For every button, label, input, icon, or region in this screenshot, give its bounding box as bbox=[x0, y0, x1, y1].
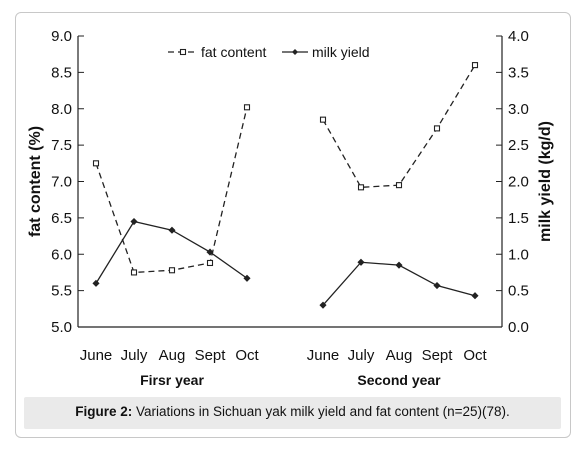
x-tick-label: July bbox=[121, 347, 148, 364]
legend-fat-content-marker bbox=[179, 48, 187, 56]
y-left-axis-title: fat content (%) bbox=[27, 126, 44, 237]
y-left-tick-label: 5.5 bbox=[51, 283, 72, 300]
legend-milk-yield-marker bbox=[292, 49, 298, 55]
y-right-tick-label: 0.0 bbox=[508, 319, 529, 336]
fat-content-point bbox=[92, 160, 100, 167]
y-left-tick-label: 6.5 bbox=[51, 210, 72, 227]
y-right-tick-label: 1.5 bbox=[508, 210, 529, 227]
milk-yield-point bbox=[206, 248, 214, 256]
x-tick-label: Oct bbox=[235, 347, 259, 364]
x-tick-label: Aug bbox=[159, 347, 186, 364]
y-right-tick-label: 3.5 bbox=[508, 64, 529, 81]
fat-content-point bbox=[357, 184, 365, 191]
x-tick-label: June bbox=[307, 347, 340, 364]
y-right-axis-title: milk yield (kg/d) bbox=[537, 121, 554, 242]
fat-content-point bbox=[243, 104, 251, 111]
fat-content-point bbox=[168, 267, 176, 274]
fat-content-point bbox=[130, 269, 138, 276]
y-right-tick-label: 3.0 bbox=[508, 101, 529, 118]
x-tick-label: July bbox=[348, 347, 375, 364]
x-tick-label: Aug bbox=[386, 347, 413, 364]
y-right-tick-label: 2.5 bbox=[508, 137, 529, 154]
milk-yield-point bbox=[130, 217, 138, 226]
figure-frame bbox=[15, 12, 571, 438]
milk-yield-point bbox=[395, 261, 403, 269]
y-right-tick-label: 1.0 bbox=[508, 246, 529, 263]
milk-yield-point bbox=[168, 226, 176, 234]
y-left-tick-label: 5.0 bbox=[51, 319, 72, 336]
x-tick-label: June bbox=[80, 347, 113, 364]
figure-caption: Figure 2: Variations in Sichuan yak milk… bbox=[24, 404, 561, 419]
y-left-tick-label: 7.0 bbox=[51, 174, 72, 191]
y-right-tick-label: 0.5 bbox=[508, 283, 529, 300]
caption-box: Figure 2: Variations in Sichuan yak milk… bbox=[24, 397, 561, 429]
y-right-tick-label: 4.0 bbox=[508, 28, 529, 45]
x-tick-label: Oct bbox=[463, 347, 487, 364]
fat-content-point bbox=[319, 116, 327, 123]
y-left-tick-label: 6.0 bbox=[51, 246, 72, 263]
fat-content-point bbox=[433, 125, 441, 132]
legend-fat-content-label: fat content bbox=[201, 44, 266, 60]
y-left-tick-label: 7.5 bbox=[51, 137, 72, 154]
y-left-tick-label: 8.5 bbox=[51, 64, 72, 81]
fat-content-point bbox=[395, 182, 403, 189]
caption-text: Variations in Sichuan yak milk yield and… bbox=[132, 404, 510, 419]
fat-content-line bbox=[322, 64, 476, 188]
x-group-label: Second year bbox=[357, 372, 441, 388]
x-tick-label: Sept bbox=[422, 347, 454, 364]
fat-content-point bbox=[206, 259, 214, 267]
milk-yield-point bbox=[357, 258, 365, 266]
x-tick-label: Sept bbox=[195, 347, 227, 364]
fat-content-point bbox=[471, 62, 479, 69]
milk-yield-point bbox=[319, 301, 327, 309]
legend-milk-yield-label: milk yield bbox=[312, 44, 370, 60]
milk-yield-point bbox=[471, 292, 479, 300]
milk-yield-point bbox=[92, 279, 100, 287]
y-right-tick-label: 2.0 bbox=[508, 174, 529, 191]
milk-yield-point bbox=[433, 281, 441, 290]
caption-label: Figure 2: bbox=[75, 404, 133, 419]
y-left-tick-label: 9.0 bbox=[51, 28, 72, 45]
y-left-tick-label: 8.0 bbox=[51, 101, 72, 118]
x-group-label: Firsr year bbox=[140, 372, 204, 388]
milk-yield-point bbox=[243, 274, 251, 282]
